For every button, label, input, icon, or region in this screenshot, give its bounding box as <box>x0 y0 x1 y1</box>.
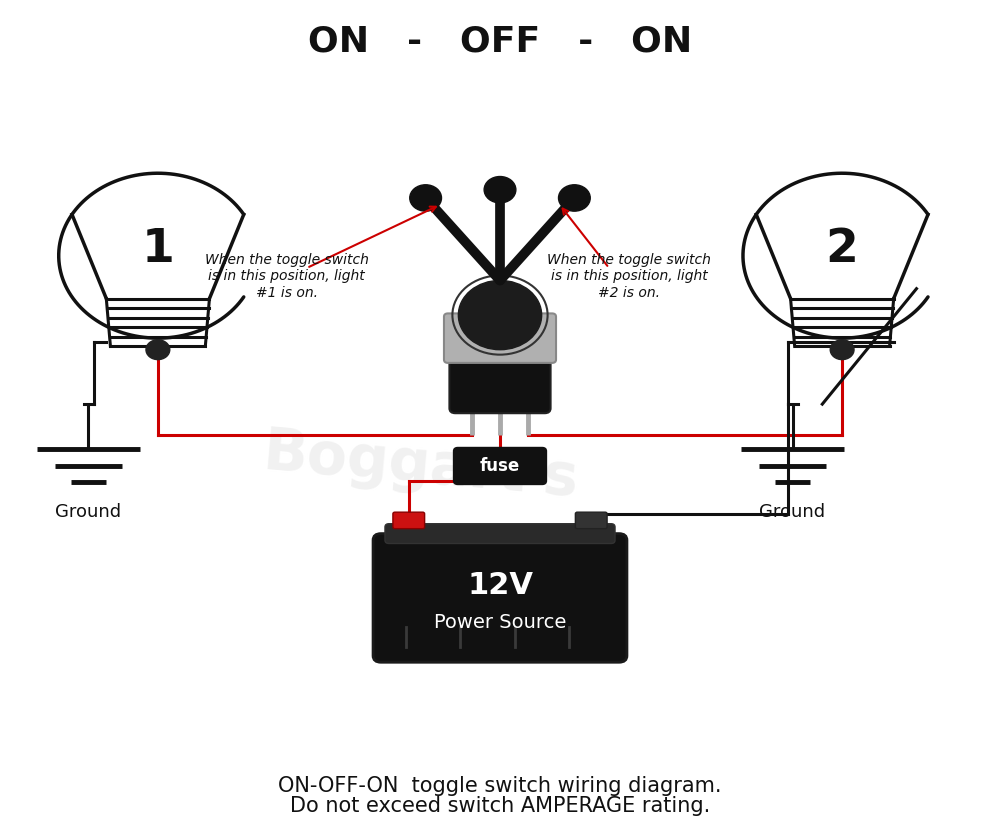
Text: 1: 1 <box>141 227 174 272</box>
Text: 2: 2 <box>826 227 859 272</box>
Text: Ground: Ground <box>759 503 826 521</box>
FancyBboxPatch shape <box>575 512 607 529</box>
Text: When the toggle switch
is in this position, light
#1 is on.: When the toggle switch is in this positi… <box>205 253 369 300</box>
Circle shape <box>484 177 516 203</box>
Text: 12V: 12V <box>467 571 533 600</box>
FancyBboxPatch shape <box>444 313 556 363</box>
Circle shape <box>146 340 170 360</box>
Circle shape <box>410 185 441 211</box>
Text: Ground: Ground <box>55 503 122 521</box>
FancyBboxPatch shape <box>449 333 551 413</box>
Circle shape <box>830 340 854 360</box>
Text: When the toggle switch
is in this position, light
#2 is on.: When the toggle switch is in this positi… <box>547 253 711 300</box>
FancyBboxPatch shape <box>385 524 615 543</box>
Text: fuse: fuse <box>480 457 520 475</box>
FancyBboxPatch shape <box>373 534 627 662</box>
FancyBboxPatch shape <box>454 448 546 484</box>
Text: Do not exceed switch AMPERAGE rating.: Do not exceed switch AMPERAGE rating. <box>290 796 710 816</box>
Text: Boggart's: Boggart's <box>260 424 581 508</box>
Text: ON   -   OFF   -   ON: ON - OFF - ON <box>308 24 692 58</box>
Circle shape <box>458 281 542 350</box>
Circle shape <box>559 185 590 211</box>
Text: ON-OFF-ON  toggle switch wiring diagram.: ON-OFF-ON toggle switch wiring diagram. <box>278 776 722 796</box>
Text: Power Source: Power Source <box>434 613 566 632</box>
FancyBboxPatch shape <box>393 512 425 529</box>
